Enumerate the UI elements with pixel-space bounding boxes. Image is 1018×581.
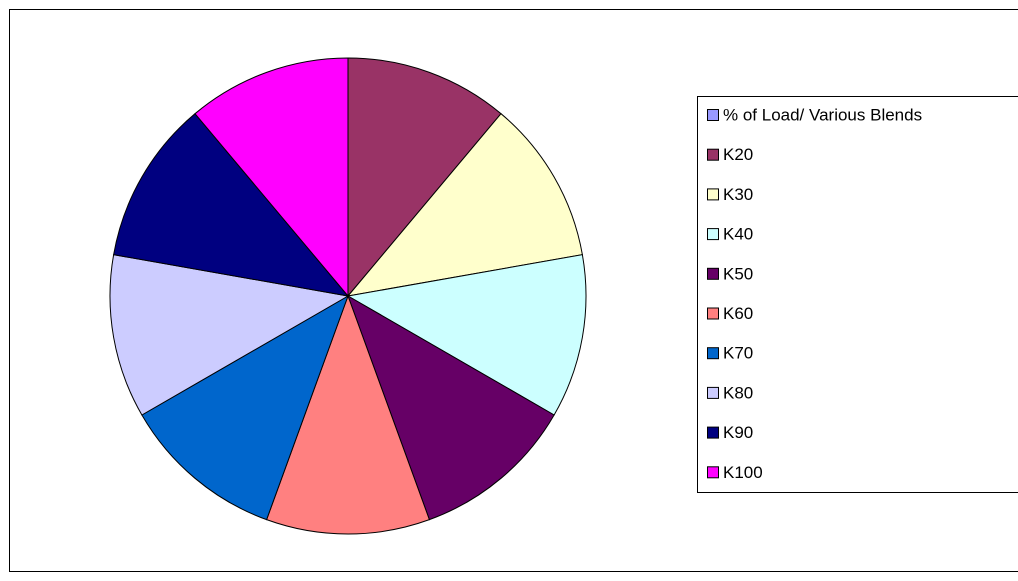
pie-slice — [346, 254, 587, 416]
legend-label: % of Load/ Various Blends — [723, 105, 922, 124]
legend-box — [697, 96, 1018, 493]
pie-slice — [141, 294, 349, 521]
pie-slice — [347, 57, 502, 298]
legend-swatch — [707, 386, 719, 399]
pie-slice — [265, 294, 431, 535]
legend: % of Load/ Various Blends K20 K30 K40 K50 K60… — [707, 105, 922, 482]
pie-slice — [109, 254, 350, 416]
legend-swatch — [707, 267, 719, 280]
legend-label: K40 — [723, 225, 753, 244]
legend-label: K20 — [723, 145, 753, 164]
legend-label: K90 — [723, 423, 753, 442]
pie — [109, 57, 587, 535]
pie-slice — [346, 112, 583, 297]
legend-label: K80 — [723, 383, 753, 402]
legend-label: K70 — [723, 344, 753, 363]
legend-swatch — [707, 426, 719, 439]
pie-slice — [347, 294, 555, 521]
legend-swatch — [707, 307, 719, 320]
legend-swatch — [707, 109, 719, 121]
legend-label: K60 — [723, 304, 753, 323]
legend-swatch — [707, 466, 719, 479]
legend-swatch — [707, 228, 719, 241]
legend-label: K50 — [723, 264, 753, 283]
legend-label: K100 — [723, 463, 763, 482]
pie-slice — [113, 112, 350, 297]
legend-swatch — [707, 347, 719, 360]
legend-swatch — [707, 188, 719, 201]
legend-swatch — [707, 148, 719, 161]
pie-slice — [194, 57, 349, 298]
legend-label: K30 — [723, 185, 753, 204]
